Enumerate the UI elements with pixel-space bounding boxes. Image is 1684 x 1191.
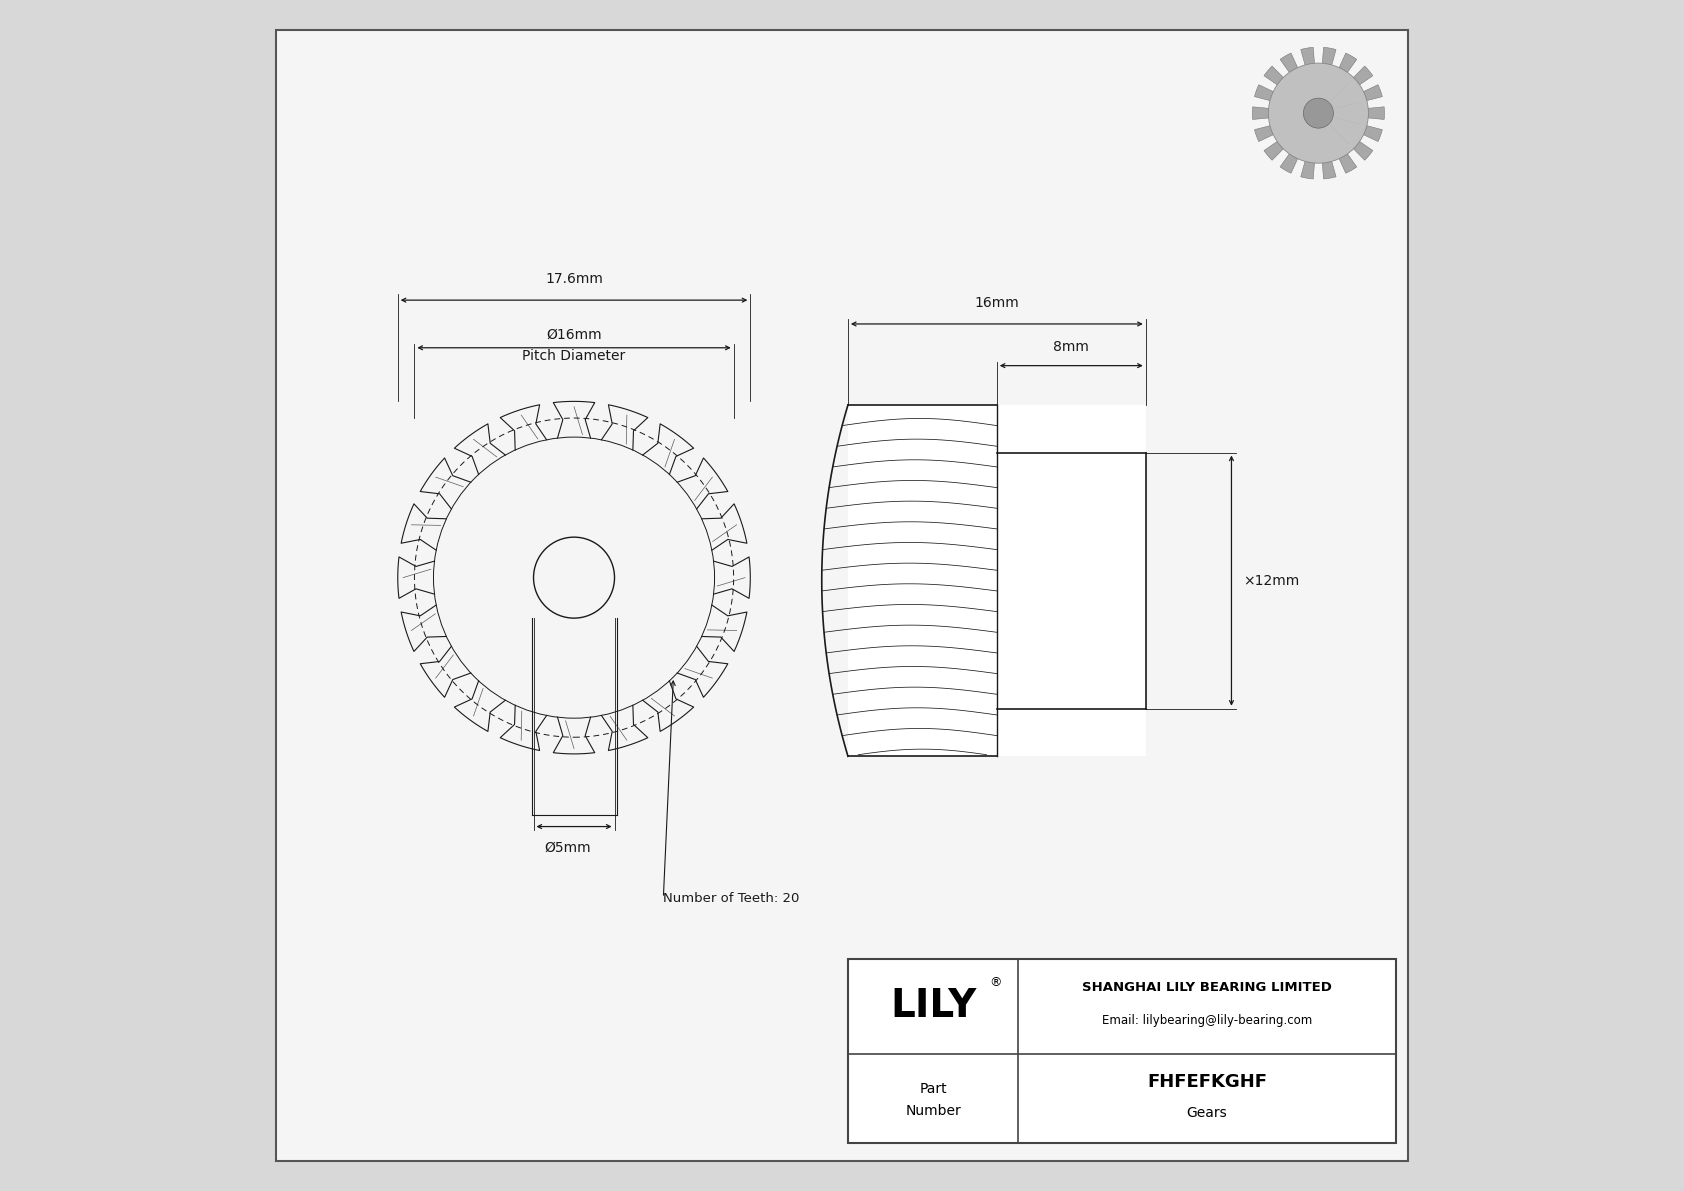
Polygon shape bbox=[1253, 107, 1268, 119]
Text: Number: Number bbox=[906, 1104, 962, 1117]
Text: FHFEFKGHF: FHFEFKGHF bbox=[1147, 1073, 1266, 1091]
Polygon shape bbox=[1255, 85, 1273, 100]
Text: Email: lilybearing@lily-bearing.com: Email: lilybearing@lily-bearing.com bbox=[1101, 1015, 1312, 1027]
Text: LILY: LILY bbox=[889, 987, 977, 1025]
Circle shape bbox=[1303, 98, 1334, 129]
Polygon shape bbox=[1255, 126, 1273, 142]
Polygon shape bbox=[1364, 85, 1383, 100]
Text: Ø5mm: Ø5mm bbox=[544, 841, 591, 855]
Polygon shape bbox=[1367, 107, 1384, 119]
Text: Ø16mm: Ø16mm bbox=[546, 328, 601, 342]
Bar bbox=[849, 405, 1145, 756]
Polygon shape bbox=[1300, 161, 1315, 179]
Bar bbox=[849, 959, 1396, 1143]
Text: Pitch Diameter: Pitch Diameter bbox=[522, 349, 626, 363]
Polygon shape bbox=[1322, 48, 1335, 66]
Polygon shape bbox=[1322, 161, 1335, 179]
Polygon shape bbox=[1300, 48, 1315, 66]
Polygon shape bbox=[1265, 142, 1283, 161]
Polygon shape bbox=[1265, 66, 1283, 85]
Polygon shape bbox=[1354, 66, 1372, 85]
Text: Part: Part bbox=[919, 1083, 946, 1096]
Polygon shape bbox=[1280, 154, 1298, 173]
Polygon shape bbox=[1339, 54, 1357, 73]
Text: Gears: Gears bbox=[1187, 1106, 1228, 1120]
Polygon shape bbox=[1280, 54, 1298, 73]
Text: 16mm: 16mm bbox=[975, 295, 1019, 310]
Text: 17.6mm: 17.6mm bbox=[546, 272, 603, 286]
Bar bbox=[997, 453, 1145, 709]
Polygon shape bbox=[1339, 154, 1357, 173]
Polygon shape bbox=[1354, 142, 1372, 161]
Polygon shape bbox=[1364, 126, 1383, 142]
Text: Number of Teeth: 20: Number of Teeth: 20 bbox=[663, 892, 800, 904]
Circle shape bbox=[1268, 63, 1369, 163]
Text: SHANGHAI LILY BEARING LIMITED: SHANGHAI LILY BEARING LIMITED bbox=[1083, 981, 1332, 993]
Text: 8mm: 8mm bbox=[1052, 339, 1090, 354]
Text: ×12mm: ×12mm bbox=[1243, 574, 1300, 587]
Text: ®: ® bbox=[989, 977, 1002, 989]
